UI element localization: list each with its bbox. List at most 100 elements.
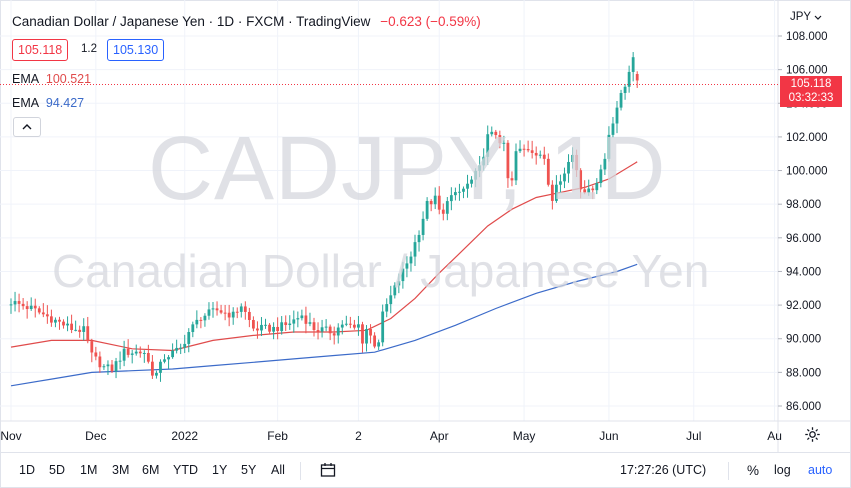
watermark-name: Canadian Dollar / Japanese Yen xyxy=(52,245,710,297)
ema-legend-blue[interactable]: EMA 94.427 xyxy=(12,96,84,110)
range-ytd[interactable]: YTD xyxy=(173,463,198,477)
candle-body xyxy=(357,324,360,328)
candle-body xyxy=(98,356,102,368)
candle-body xyxy=(393,285,397,296)
ema-label: EMA xyxy=(12,72,39,86)
candle-body xyxy=(526,149,530,151)
spread-value: 1.2 xyxy=(81,43,97,55)
candle-body xyxy=(252,319,255,329)
candle-body xyxy=(167,357,170,360)
candle-body xyxy=(385,304,389,312)
candle-body xyxy=(82,326,86,332)
x-tick-label: Au xyxy=(767,429,782,443)
auto-toggle[interactable]: auto xyxy=(808,463,833,477)
calendar-range-icon[interactable] xyxy=(320,462,337,481)
currency-selector[interactable]: JPY xyxy=(790,11,822,23)
candle-body xyxy=(619,92,623,108)
toolbar-divider xyxy=(300,462,301,480)
candle-body xyxy=(94,352,98,357)
candle-body xyxy=(300,315,304,319)
candle-body xyxy=(25,306,29,310)
y-tick-label: 102.000 xyxy=(786,132,828,144)
candle-body xyxy=(595,183,599,191)
candle-body xyxy=(239,306,243,312)
utc-clock[interactable]: 17:27:26 (UTC) xyxy=(620,463,707,477)
candle-body xyxy=(498,135,502,144)
candle-body xyxy=(280,322,284,332)
candle-body xyxy=(276,326,280,332)
candle-body xyxy=(260,324,263,331)
candle-body xyxy=(211,308,215,310)
candle-body xyxy=(365,328,368,344)
candle-body xyxy=(187,332,191,344)
y-tick-label: 100.000 xyxy=(786,166,828,178)
symbol-title[interactable]: Canadian Dollar / Japanese Yen · 1D · FX… xyxy=(12,14,371,29)
chevron-down-icon xyxy=(814,15,822,20)
range-1y[interactable]: 1Y xyxy=(212,463,228,477)
sell-button[interactable]: 105.118 xyxy=(12,39,69,61)
candle-body xyxy=(37,308,41,313)
price-chart[interactable]: 86.000 88.000 90.000 92.000 94.000 96.000 98.0… xyxy=(0,0,851,452)
candle-body xyxy=(45,314,49,317)
candle-body xyxy=(142,352,146,354)
x-tick-label: Feb xyxy=(267,429,288,443)
candle-body xyxy=(361,324,364,344)
candle-body xyxy=(506,142,510,179)
candle-body xyxy=(550,184,554,201)
candle-body xyxy=(413,242,417,257)
candle-body xyxy=(175,347,179,351)
candle-body xyxy=(575,154,578,171)
legend-collapse-button[interactable] xyxy=(13,117,41,137)
candle-body xyxy=(33,305,37,309)
candle-body xyxy=(458,191,461,193)
ema-value: 94.427 xyxy=(45,96,85,110)
candle-body xyxy=(86,326,90,342)
candle-body xyxy=(118,360,122,362)
y-tick-label: 96.000 xyxy=(786,233,821,245)
candle-body xyxy=(90,341,94,353)
candle-body xyxy=(502,142,506,144)
candle-body xyxy=(611,123,615,135)
candle-body xyxy=(235,311,239,313)
x-tick-label: Dec xyxy=(85,429,106,443)
candle-body xyxy=(308,322,312,324)
candle-body xyxy=(126,348,130,355)
candle-body xyxy=(627,71,631,87)
candle-body xyxy=(151,361,154,376)
candle-body xyxy=(542,154,546,159)
range-6m[interactable]: 6M xyxy=(142,463,160,477)
candle-body xyxy=(296,318,300,320)
range-5d[interactable]: 5D xyxy=(49,463,65,477)
y-tick-label: 92.000 xyxy=(786,300,821,312)
candle-body xyxy=(401,268,405,282)
candle-body xyxy=(114,361,118,372)
candle-body xyxy=(13,301,17,305)
candle-body xyxy=(623,86,627,93)
candles xyxy=(9,52,639,382)
candle-body xyxy=(466,183,469,189)
range-all[interactable]: All xyxy=(271,463,285,477)
range-1m[interactable]: 1M xyxy=(80,463,98,477)
log-toggle[interactable]: log xyxy=(774,463,791,477)
range-3m[interactable]: 3M xyxy=(112,463,130,477)
candle-body xyxy=(340,324,344,328)
candle-body xyxy=(591,188,595,191)
range-1d[interactable]: 1D xyxy=(19,463,35,477)
percent-toggle[interactable]: % xyxy=(747,463,760,478)
candle-body xyxy=(66,323,69,326)
candle-body xyxy=(583,189,587,193)
candle-body xyxy=(138,351,142,354)
bar-countdown: 03:32:33 xyxy=(788,92,834,105)
candle-body xyxy=(29,305,33,310)
candle-body xyxy=(425,200,429,219)
range-5y[interactable]: 5Y xyxy=(241,463,257,477)
buy-button[interactable]: 105.130 xyxy=(107,39,165,61)
gear-icon[interactable] xyxy=(804,426,821,448)
candle-body xyxy=(191,324,195,333)
x-tick-label: Nov xyxy=(0,429,21,443)
candle-body xyxy=(195,319,199,325)
y-tick-label: 88.000 xyxy=(786,367,821,379)
candle-body xyxy=(490,131,494,135)
candle-body xyxy=(320,327,324,332)
ema-legend-red[interactable]: EMA 100.521 xyxy=(12,72,91,86)
